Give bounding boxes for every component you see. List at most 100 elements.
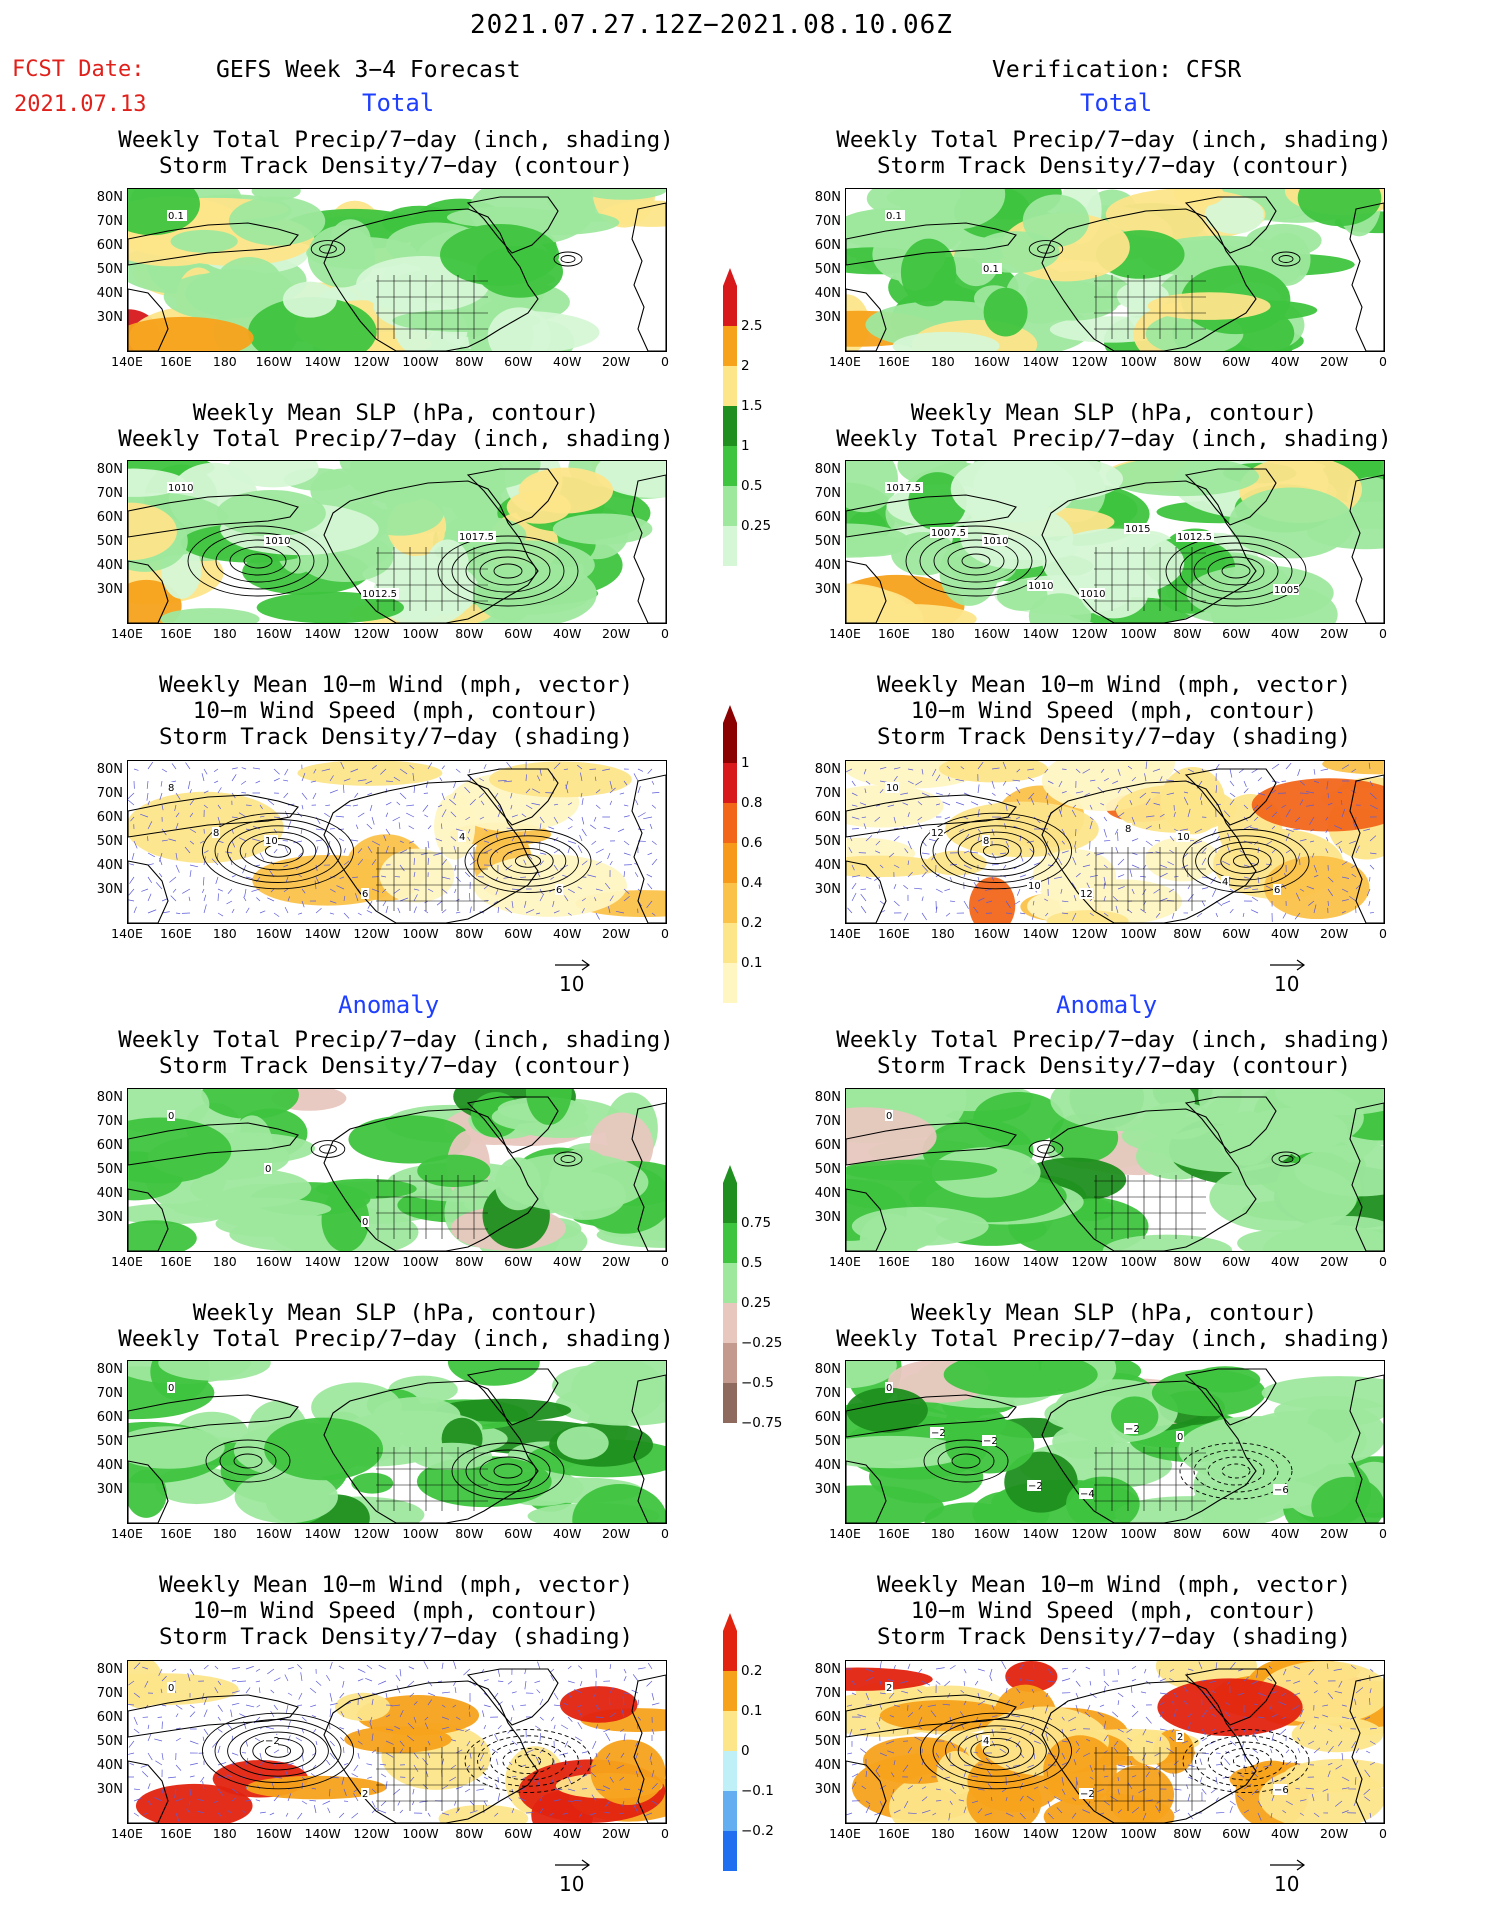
lon-label: 60W — [504, 1526, 533, 1541]
svg-text:−4: −4 — [1080, 1489, 1095, 1500]
lat-label: 30N — [814, 582, 841, 597]
panel-title-line: 10−m Wind Speed (mph, contour) — [910, 1598, 1318, 1624]
lat-label: 80N — [96, 1362, 123, 1377]
svg-text:0: 0 — [1177, 1432, 1183, 1443]
lon-label: 100W — [402, 626, 439, 641]
map-f-total-slp: 1010 1010 1012.5 1017.5 — [128, 461, 666, 623]
svg-text:0.1: 0.1 — [983, 264, 999, 275]
lat-label: 60N — [96, 1410, 123, 1425]
svg-text:4: 4 — [983, 1736, 989, 1747]
lon-label: 60W — [1222, 626, 1251, 641]
lon-label: 20W — [1319, 926, 1349, 941]
panel-title-line: Weekly Mean SLP (hPa, contour) — [910, 1300, 1318, 1326]
lon-label: 60W — [504, 1826, 533, 1841]
lon-label: 60W — [504, 626, 533, 641]
lon-label: 160E — [878, 1526, 910, 1541]
panel-title-line: Weekly Mean SLP (hPa, contour) — [192, 1300, 600, 1326]
lon-label: 160W — [973, 926, 1010, 941]
lat-label: 50N — [814, 534, 841, 549]
map-v-anom-wind: 2 4 −2 2 −6 — [846, 1661, 1384, 1823]
lon-label: 60W — [1222, 1254, 1251, 1269]
lon-label: 180 — [930, 926, 955, 941]
colorbar-precip-anom — [723, 1165, 737, 1425]
lon-label: 80W — [455, 1254, 484, 1269]
panel-title-line: Weekly Mean SLP (hPa, contour) — [910, 400, 1318, 426]
lat-label: 30N — [814, 882, 841, 897]
lat-label: 50N — [814, 834, 841, 849]
lon-label: 160E — [160, 626, 192, 641]
lon-label: 160W — [973, 626, 1010, 641]
lon-label: 120W — [1071, 1254, 1108, 1269]
lon-label: 40W — [553, 1526, 582, 1541]
colorbar-label: −0.25 — [741, 1335, 783, 1351]
lon-label: 120W — [353, 1826, 390, 1841]
lat-label: 70N — [814, 1686, 841, 1701]
map-f-total-wind: 8 10 6 4 6 8 — [128, 761, 666, 923]
panel-title-line: Storm Track Density/7−day (shading) — [158, 724, 634, 750]
colorbar-label: −0.5 — [741, 1375, 774, 1391]
panel-title-line: Storm Track Density/7−day (shading) — [876, 1624, 1352, 1650]
lon-label: 140E — [111, 626, 143, 641]
lon-label: 60W — [1222, 354, 1251, 369]
lat-label: 70N — [814, 786, 841, 801]
lon-label: 160E — [878, 926, 910, 941]
lon-label: 20W — [601, 1254, 631, 1269]
right-total-heading: Total — [1080, 89, 1153, 117]
lon-label: 160W — [255, 1826, 292, 1841]
lat-label: 40N — [96, 1458, 123, 1473]
lon-label: 60W — [504, 1254, 533, 1269]
svg-text:−2: −2 — [265, 1736, 280, 1747]
panel-title-line: Storm Track Density/7−day (contour) — [876, 1053, 1352, 1079]
colorbar-label: 2.5 — [741, 318, 763, 334]
lat-label: 50N — [814, 1162, 841, 1177]
colorbar-label: −0.1 — [741, 1783, 774, 1799]
lon-label: 80W — [455, 926, 484, 941]
map-panel-f-total-slp: 1010 1010 1012.5 1017.5 — [127, 460, 667, 624]
svg-text:2: 2 — [1177, 1732, 1183, 1743]
vector-reference-arrow — [555, 959, 591, 971]
lon-label: 180 — [212, 1526, 237, 1541]
lat-label: 30N — [814, 1210, 841, 1225]
lon-label: 160E — [160, 1526, 192, 1541]
lon-label: 140W — [304, 1826, 341, 1841]
svg-text:−6: −6 — [1274, 1485, 1289, 1496]
vector-reference-arrow — [1270, 959, 1306, 971]
lon-label: 20W — [1319, 354, 1349, 369]
colorbar-label: 1.5 — [741, 398, 763, 414]
lon-label: 140E — [111, 926, 143, 941]
lon-label: 80W — [455, 1826, 484, 1841]
lon-label: 100W — [1120, 1826, 1157, 1841]
vector-reference-arrow — [1270, 1859, 1306, 1871]
lat-label: 70N — [96, 786, 123, 801]
colorbar-label: 0.25 — [741, 1295, 772, 1311]
lon-label: 0 — [1379, 626, 1387, 641]
lon-label: 120W — [353, 1254, 390, 1269]
map-panel-f-anom-slp: 0 — [127, 1360, 667, 1524]
map-v-anom-slp: 0 −2 −4 0 −6 −2 −2 −2 — [846, 1361, 1384, 1523]
lon-label: 60W — [1222, 1526, 1251, 1541]
lon-label: 0 — [661, 354, 669, 369]
svg-text:−2: −2 — [1125, 1424, 1140, 1435]
svg-text:1012.5: 1012.5 — [362, 589, 397, 600]
panel-title-line: Weekly Total Precip/7−day (inch, shading… — [836, 127, 1392, 153]
lon-label: 160E — [160, 926, 192, 941]
svg-text:−2: −2 — [1028, 1481, 1043, 1492]
map-panel-f-total-precip: 0.1 — [127, 188, 667, 352]
lon-label: 40W — [553, 1826, 582, 1841]
lon-label: 160W — [973, 1526, 1010, 1541]
lon-label: 60W — [504, 354, 533, 369]
lon-label: 40W — [1271, 626, 1300, 641]
panel-title-line: Storm Track Density/7−day (shading) — [158, 1624, 634, 1650]
lon-label: 140W — [1022, 1254, 1059, 1269]
vector-reference-label: 10 — [559, 1872, 585, 1896]
lon-label: 100W — [1120, 626, 1157, 641]
panel-title-line: Weekly Mean 10−m Wind (mph, vector) — [876, 1572, 1352, 1598]
lon-label: 80W — [455, 354, 484, 369]
lat-label: 60N — [96, 238, 123, 253]
map-v-total-precip: 0.1 0.1 — [846, 189, 1384, 351]
vector-reference-label: 10 — [1274, 972, 1300, 996]
lat-label: 50N — [96, 834, 123, 849]
svg-text:4: 4 — [459, 832, 465, 843]
panel-title-line: Weekly Total Precip/7−day (inch, shading… — [836, 426, 1392, 452]
panel-title-line: 10−m Wind Speed (mph, contour) — [192, 1598, 600, 1624]
